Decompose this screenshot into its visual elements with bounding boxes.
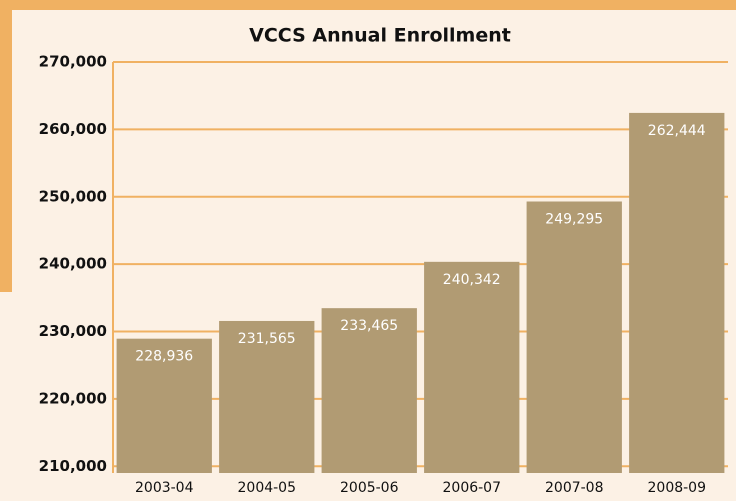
value-label: 228,936 bbox=[135, 349, 193, 365]
bar bbox=[424, 261, 520, 473]
bar bbox=[629, 112, 725, 473]
value-label: 249,295 bbox=[545, 212, 603, 228]
y-tick-label: 220,000 bbox=[39, 389, 107, 407]
frame-left bbox=[0, 0, 12, 292]
x-tick-label: 2006-07 bbox=[443, 480, 502, 496]
bar bbox=[219, 320, 315, 473]
x-tick-label: 2004-05 bbox=[238, 480, 297, 496]
value-label: 262,444 bbox=[648, 123, 706, 139]
y-tick-label: 270,000 bbox=[39, 53, 107, 71]
bar bbox=[116, 338, 212, 473]
y-tick-label: 260,000 bbox=[39, 120, 107, 138]
x-tick-label: 2008-09 bbox=[648, 480, 707, 496]
x-tick-label: 2007-08 bbox=[545, 480, 604, 496]
bar bbox=[526, 201, 622, 473]
y-tick-label: 250,000 bbox=[39, 187, 107, 205]
value-label: 233,465 bbox=[340, 318, 398, 334]
y-tick-label: 230,000 bbox=[39, 322, 107, 340]
value-label: 231,565 bbox=[238, 331, 296, 347]
chart-title: VCCS Annual Enrollment bbox=[249, 25, 511, 47]
bar bbox=[321, 308, 417, 473]
y-tick-label: 210,000 bbox=[39, 457, 107, 475]
frame-top bbox=[0, 0, 736, 10]
x-tick-label: 2003-04 bbox=[135, 480, 194, 496]
x-tick-label: 2005-06 bbox=[340, 480, 399, 496]
value-label: 240,342 bbox=[443, 272, 501, 288]
y-tick-label: 240,000 bbox=[39, 255, 107, 273]
